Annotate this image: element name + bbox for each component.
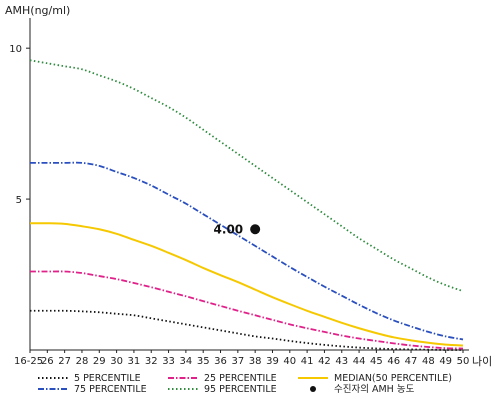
- x-tick-label: 47: [405, 356, 418, 367]
- x-tick-label: 41: [301, 356, 314, 367]
- x-tick-label: 50: [457, 356, 470, 367]
- legend-label-median: MEDIAN(50 PERCENTILE): [334, 373, 452, 384]
- legend-label-point: 수진자의 AMH 농도: [334, 384, 415, 395]
- series-line-1: [30, 270, 464, 350]
- x-tick-label: 26: [41, 356, 54, 367]
- legend: 5 PERCENTILE 25 PERCENTILE MEDIAN(50 PER…: [38, 373, 452, 395]
- x-tick-label: 49: [439, 356, 452, 367]
- x-tick-label: 38: [249, 356, 262, 367]
- legend-label-95: 95 PERCENTILE: [204, 384, 277, 395]
- series-lines: [29, 59, 464, 351]
- x-tick-label: 16-25: [14, 356, 43, 367]
- x-tick-label: 31: [128, 356, 141, 367]
- y-axis-title: AMH(ng/ml): [5, 4, 70, 17]
- x-tick-label: 39: [266, 356, 279, 367]
- legend-swatch-point: [310, 386, 316, 392]
- x-tick-label: 37: [231, 356, 244, 367]
- legend-label-5: 5 PERCENTILE: [74, 373, 141, 384]
- x-tick-label: 32: [145, 356, 158, 367]
- series-line-0: [30, 309, 464, 351]
- x-tick-label: 42: [318, 356, 331, 367]
- x-tick-label: 40: [283, 356, 296, 367]
- x-tick-label: 28: [76, 356, 89, 367]
- x-tick-label: 27: [58, 356, 71, 367]
- x-tick-label: 43: [335, 356, 348, 367]
- patient-point: 4.00: [214, 222, 261, 236]
- x-axis-title: 나이: [472, 355, 492, 368]
- x-tick-label: 35: [197, 356, 210, 367]
- x-tick-label: 46: [387, 356, 400, 367]
- axes: [26, 18, 469, 353]
- series-line-3: [29, 161, 464, 341]
- legend-label-75: 75 PERCENTILE: [74, 384, 147, 395]
- x-tick-label: 29: [93, 356, 106, 367]
- x-tick-label: 30: [110, 356, 123, 367]
- series-line-2: [29, 222, 464, 347]
- x-tick-label: 44: [353, 356, 366, 367]
- legend-label-25: 25 PERCENTILE: [204, 373, 277, 384]
- patient-amh-label: 4.00: [214, 222, 244, 236]
- series-line-4: [29, 59, 464, 292]
- y-tick-label: 10: [9, 44, 22, 55]
- x-tick-label: 45: [370, 356, 383, 367]
- x-tick-label: 34: [180, 356, 193, 367]
- y-tick-label: 5: [16, 195, 22, 206]
- patient-amh-point: [250, 224, 261, 235]
- x-tick-label: 33: [162, 356, 175, 367]
- x-tick-label: 48: [422, 356, 435, 367]
- x-tick-label: 36: [214, 356, 227, 367]
